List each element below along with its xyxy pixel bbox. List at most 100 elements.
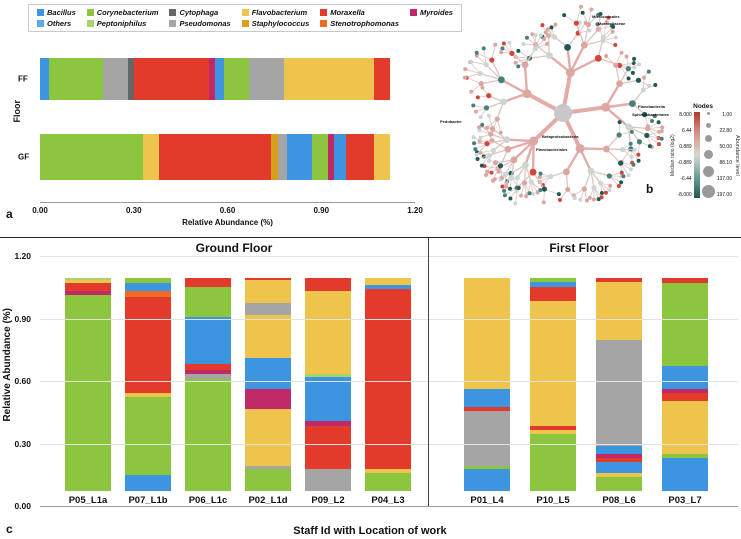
tree-node[interactable] xyxy=(578,197,583,202)
tree-node[interactable] xyxy=(594,54,602,62)
bar-segment-moraxella[interactable] xyxy=(662,393,708,401)
tree-node[interactable] xyxy=(478,115,483,120)
tree-node[interactable] xyxy=(508,174,515,180)
tree-node[interactable] xyxy=(497,163,504,169)
tree-node[interactable] xyxy=(628,141,633,146)
tree-node[interactable] xyxy=(589,7,594,12)
bar-segment-bacillus[interactable] xyxy=(125,475,171,491)
tree-node[interactable] xyxy=(640,87,646,93)
tree-node[interactable] xyxy=(499,176,504,181)
tree-node[interactable] xyxy=(575,143,585,153)
tree-node[interactable] xyxy=(580,41,588,49)
tree-node[interactable] xyxy=(610,29,615,34)
bar-segment-flavobacterium[interactable] xyxy=(662,400,708,454)
bar-segment-corynebacterium[interactable] xyxy=(662,453,708,458)
tree-node[interactable] xyxy=(630,70,635,75)
tree-node[interactable] xyxy=(636,152,641,157)
bar-segment-flavobacterium[interactable] xyxy=(530,301,576,427)
tree-node[interactable] xyxy=(656,120,661,125)
tree-node[interactable] xyxy=(617,160,624,166)
tree-node[interactable] xyxy=(645,125,651,132)
tree-node[interactable] xyxy=(608,183,613,188)
bar-segment-bacillus[interactable] xyxy=(596,461,642,474)
tree-node[interactable] xyxy=(572,196,577,201)
tree-node[interactable] xyxy=(642,111,648,118)
tree-node[interactable] xyxy=(477,128,482,133)
tree-node[interactable] xyxy=(490,178,495,183)
tree-node[interactable] xyxy=(469,89,474,94)
bar-segment-flavobacterium[interactable] xyxy=(305,291,351,374)
bar-segment-moraxella[interactable] xyxy=(530,426,576,431)
tree-node[interactable] xyxy=(584,198,589,203)
bar-segment-corynebacterium[interactable] xyxy=(530,277,576,282)
tree-node[interactable] xyxy=(484,141,490,147)
tree-node[interactable] xyxy=(596,197,601,202)
tree-node[interactable] xyxy=(524,35,529,40)
bar-segment-corynebacterium[interactable] xyxy=(40,134,144,180)
tree-node[interactable] xyxy=(652,114,657,119)
tree-node[interactable] xyxy=(488,131,494,137)
tree-node[interactable] xyxy=(562,13,567,18)
tree-node[interactable] xyxy=(538,171,543,176)
bar-segment-myroides[interactable] xyxy=(305,420,351,427)
tree-node[interactable] xyxy=(547,173,554,180)
bar-segment-pseudomonas[interactable] xyxy=(249,58,284,100)
tree-node[interactable] xyxy=(463,67,468,72)
bar-segment-bacillus[interactable] xyxy=(596,446,642,454)
tree-node[interactable] xyxy=(477,139,482,144)
tree-node[interactable] xyxy=(659,136,664,141)
tree-node[interactable] xyxy=(565,186,571,193)
tree-node[interactable] xyxy=(524,194,529,199)
bar-segment-corynebacterium[interactable] xyxy=(125,397,171,476)
tree-node[interactable] xyxy=(616,80,623,88)
tree-node[interactable] xyxy=(625,123,632,131)
legend-item-staphylococcus[interactable]: Staphylococcus xyxy=(241,19,309,28)
tree-node[interactable] xyxy=(529,136,539,146)
tree-node[interactable] xyxy=(579,4,584,9)
bar-segment-moraxella[interactable] xyxy=(305,277,351,292)
legend-item-myroides[interactable]: Myroides xyxy=(410,8,453,17)
bar-segment-bacillus[interactable] xyxy=(305,377,351,421)
tree-node[interactable] xyxy=(629,129,634,134)
tree-node[interactable] xyxy=(528,179,534,185)
tree-node[interactable] xyxy=(600,34,606,40)
tree-node[interactable] xyxy=(471,135,476,140)
tree-node[interactable] xyxy=(604,54,609,59)
bar-segment-myroides[interactable] xyxy=(245,389,291,409)
bar-segment-pseudomonas[interactable] xyxy=(102,58,128,100)
bar-segment-corynebacterium[interactable] xyxy=(365,473,411,491)
bar-segment-flavobacterium[interactable] xyxy=(365,277,411,286)
tree-node[interactable] xyxy=(475,157,480,162)
tree-node[interactable] xyxy=(565,67,575,77)
tree-node[interactable] xyxy=(619,50,624,55)
bar-segment-bacillus[interactable] xyxy=(215,58,225,100)
bar-segment-bacillus[interactable] xyxy=(662,365,708,390)
tree-node[interactable] xyxy=(504,184,509,189)
tree-node[interactable] xyxy=(613,62,619,68)
tree-node[interactable] xyxy=(462,75,467,80)
bar-segment-corynebacterium[interactable] xyxy=(464,465,510,470)
tree-node[interactable] xyxy=(486,159,491,164)
tree-node[interactable] xyxy=(585,22,591,28)
tree-node[interactable] xyxy=(483,105,490,111)
legend-item-pseudomonas[interactable]: Pseudomonas xyxy=(169,19,231,28)
tree-node[interactable] xyxy=(518,193,523,198)
tree-node[interactable] xyxy=(480,122,485,127)
tree-node[interactable] xyxy=(529,168,537,176)
tree-node[interactable] xyxy=(629,100,636,108)
legend-item-stenotrophomonas[interactable]: Stenotrophomonas xyxy=(320,19,399,28)
tree-node[interactable] xyxy=(507,186,512,191)
tree-node[interactable] xyxy=(533,32,538,37)
bar-segment-cytophaga[interactable] xyxy=(127,58,134,100)
bar-segment-staphylococcus[interactable] xyxy=(271,134,278,180)
tree-node[interactable] xyxy=(509,50,515,56)
bar-segment-moraxella[interactable] xyxy=(464,406,510,411)
bar-segment-bacillus[interactable] xyxy=(125,283,171,292)
tree-node[interactable] xyxy=(604,20,609,25)
tree-node[interactable] xyxy=(514,175,520,181)
bar-segment-myroides[interactable] xyxy=(65,291,111,296)
bar-segment-bacillus[interactable] xyxy=(333,134,347,180)
tree-node[interactable] xyxy=(598,11,603,16)
tree-node[interactable] xyxy=(502,193,507,198)
tree-node[interactable] xyxy=(543,30,548,35)
